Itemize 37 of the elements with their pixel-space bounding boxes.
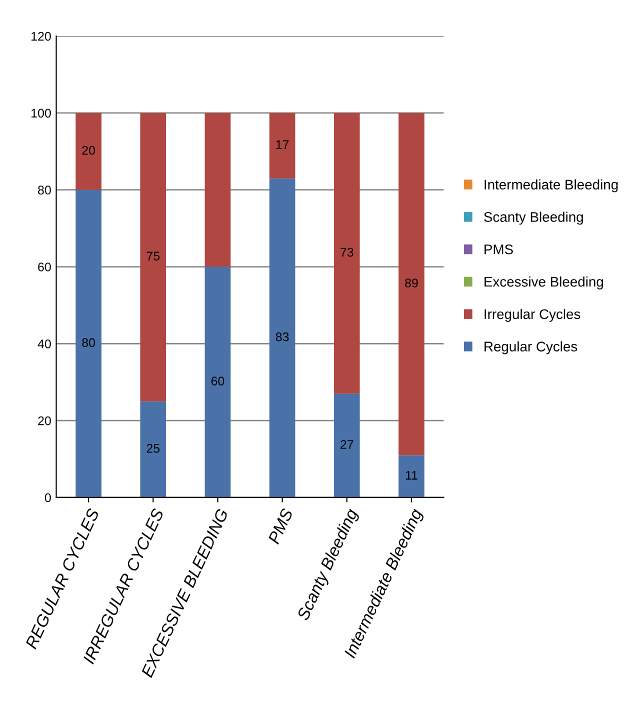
bar <box>334 112 360 394</box>
data-label: 27 <box>340 440 354 449</box>
bar <box>398 112 424 456</box>
bar <box>76 112 102 190</box>
y-tick-label: 20 <box>38 416 51 426</box>
data-label: 17 <box>276 140 289 149</box>
legend-label: Irregular Cycles <box>484 308 580 322</box>
data-label: 60 <box>211 376 224 386</box>
bar <box>204 112 231 267</box>
data-label: 25 <box>146 444 160 453</box>
bar <box>76 190 102 498</box>
bar <box>269 178 296 498</box>
y-tick-label: 100 <box>31 108 51 118</box>
legend-label: PMS <box>484 244 513 254</box>
bar <box>140 112 166 402</box>
bar <box>140 401 166 498</box>
x-tick-label: PMS <box>268 508 294 545</box>
data-label: 75 <box>146 252 160 261</box>
y-tick-label: 60 <box>38 262 51 272</box>
y-tick-label: 120 <box>31 32 51 41</box>
bar <box>334 394 360 498</box>
data-label: 83 <box>276 332 289 342</box>
bar <box>398 455 424 498</box>
data-label: 11 <box>406 470 418 480</box>
data-label: 89 <box>405 278 418 288</box>
bar <box>204 266 231 498</box>
legend-label: Scanty Bleeding <box>484 212 583 225</box>
data-label: 80 <box>82 338 96 348</box>
legend-label: Excessive Bleeding <box>484 276 603 290</box>
legend-label: Intermediate Bleeding <box>484 179 618 192</box>
bar <box>269 112 296 178</box>
data-label: 20 <box>82 146 96 155</box>
data-label: 73 <box>340 248 354 257</box>
y-tick-label: 80 <box>38 186 51 195</box>
y-tick-label: 0 <box>44 493 51 502</box>
y-tick-label: 40 <box>38 339 51 348</box>
legend-label: Regular Cycles <box>484 341 578 354</box>
